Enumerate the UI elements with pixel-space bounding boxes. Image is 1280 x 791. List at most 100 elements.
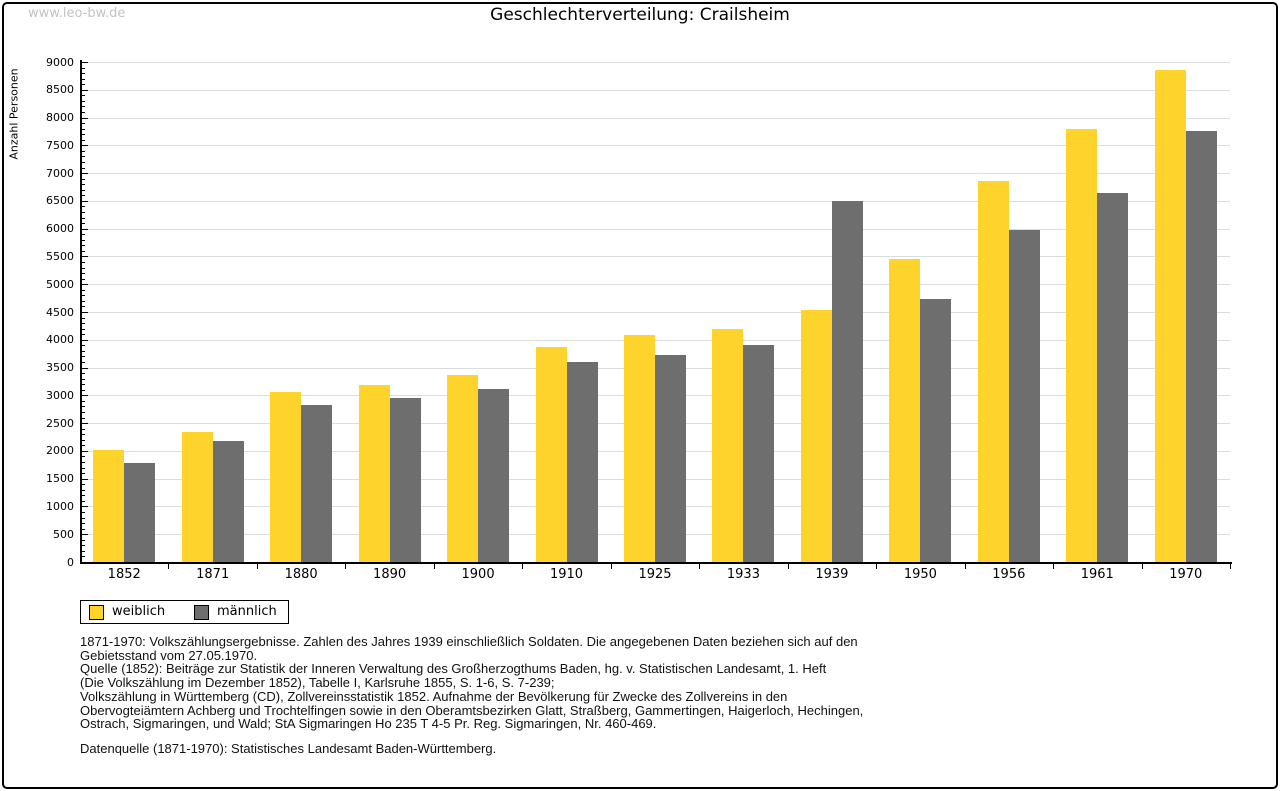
y-minor-tick (82, 262, 85, 263)
y-minor-tick (82, 95, 85, 97)
bar-weiblich-1939 (800, 309, 832, 562)
y-gridline (80, 256, 1230, 258)
y-tick-label: 500 (53, 527, 74, 541)
y-gridline (80, 173, 1230, 175)
y-minor-tick (82, 306, 85, 308)
y-gridline (80, 145, 1230, 147)
y-minor-tick (82, 67, 85, 69)
y-minor-tick (82, 78, 85, 80)
bar-männlich-1852 (124, 463, 156, 562)
y-minor-tick (82, 278, 85, 280)
y-axis-line (80, 60, 82, 564)
y-minor-tick (82, 517, 85, 519)
y-major-tick (82, 62, 88, 63)
y-major-tick (82, 395, 88, 397)
footnote-line: Quelle (1852): Beiträge zur Statistik de… (80, 661, 827, 677)
y-minor-tick (82, 295, 85, 297)
y-minor-tick (82, 345, 85, 347)
y-minor-tick (82, 550, 85, 552)
footnote-line: Volkszählung in Württemberg (CD), Zollve… (80, 688, 788, 704)
x-tick-label-1852: 1852 (107, 567, 141, 582)
bar-männlich-1970 (1185, 130, 1217, 562)
bar-männlich-1910 (566, 362, 598, 562)
y-minor-tick (82, 467, 85, 469)
y-minor-tick (82, 112, 85, 113)
y-tick-label: 0 (67, 555, 74, 569)
y-minor-tick (82, 267, 85, 269)
x-tick (699, 564, 701, 569)
y-minor-tick (82, 428, 85, 430)
bar-weiblich-1852 (93, 450, 125, 562)
y-minor-tick (82, 123, 85, 125)
y-major-tick (82, 339, 88, 341)
y-minor-tick (82, 134, 85, 136)
x-tick (964, 564, 966, 569)
y-minor-tick (82, 373, 85, 375)
x-tick (876, 564, 878, 569)
bar-männlich-1961 (1097, 192, 1129, 562)
y-minor-tick (82, 334, 85, 336)
x-tick-label-1961: 1961 (1080, 567, 1114, 582)
x-tick-label-1925: 1925 (638, 567, 672, 582)
footnote-line: (Die Volkszählung im Dezember 1852), Tab… (80, 675, 555, 691)
bar-weiblich-1925 (624, 334, 655, 562)
x-tick (433, 564, 435, 569)
bar-männlich-1890 (389, 397, 421, 562)
y-minor-tick (82, 184, 85, 186)
y-minor-tick (82, 212, 85, 213)
x-tick-label-1939: 1939 (815, 567, 849, 582)
x-tick-label-1950: 1950 (903, 567, 937, 582)
y-minor-tick (82, 178, 85, 180)
y-major-tick (82, 312, 88, 313)
y-major-tick (82, 145, 88, 147)
bar-männlich-1871 (212, 440, 244, 562)
bar-weiblich-1890 (358, 384, 390, 562)
x-tick (1230, 564, 1231, 569)
x-tick (787, 564, 789, 569)
x-tick-label-1910: 1910 (549, 567, 584, 582)
y-tick-label: 4500 (46, 305, 74, 319)
y-tick-label: 9000 (46, 55, 74, 69)
y-gridline (80, 312, 1230, 313)
y-minor-tick (82, 162, 85, 163)
y-major-tick (82, 173, 88, 175)
bar-männlich-1880 (301, 404, 333, 562)
bar-weiblich-1961 (1066, 129, 1098, 562)
x-tick (168, 564, 170, 569)
y-major-tick (82, 228, 88, 230)
y-minor-tick (82, 462, 85, 463)
y-major-tick (82, 200, 88, 202)
y-minor-tick (82, 250, 85, 252)
footnote-line: Gebietsstand vom 27.05.1970. (80, 647, 258, 663)
y-minor-tick (82, 239, 85, 241)
bar-weiblich-1910 (535, 347, 567, 562)
bar-weiblich-1900 (447, 374, 479, 562)
footnote-line: Obervogteiämtern Achberg und Trochtelfin… (80, 702, 864, 718)
y-minor-tick (82, 73, 85, 75)
y-gridline (80, 228, 1230, 230)
y-minor-tick (82, 389, 85, 391)
y-minor-tick (82, 484, 85, 486)
y-minor-tick (82, 139, 85, 141)
bar-männlich-1900 (478, 389, 510, 562)
y-tick-label: 2500 (46, 416, 74, 430)
y-minor-tick (82, 106, 85, 108)
y-minor-tick (82, 539, 85, 541)
y-major-tick (82, 256, 88, 258)
y-minor-tick (82, 223, 85, 225)
bar-weiblich-1970 (1154, 69, 1186, 562)
y-tick-label: 1500 (46, 472, 74, 486)
y-major-tick (82, 117, 88, 119)
x-axis-line (80, 562, 1232, 564)
bar-männlich-1939 (831, 200, 863, 562)
y-tick-label: 3500 (46, 361, 74, 375)
bar-männlich-1950 (920, 298, 952, 562)
x-tick-label-1956: 1956 (992, 567, 1026, 582)
x-tick-label-1880: 1880 (284, 567, 318, 582)
y-tick-label: 6500 (46, 194, 74, 208)
legend-label-weiblich: weiblich (112, 604, 166, 619)
y-gridline (80, 339, 1230, 341)
x-tick (522, 564, 524, 569)
legend-label-maennlich: männlich (217, 604, 277, 619)
